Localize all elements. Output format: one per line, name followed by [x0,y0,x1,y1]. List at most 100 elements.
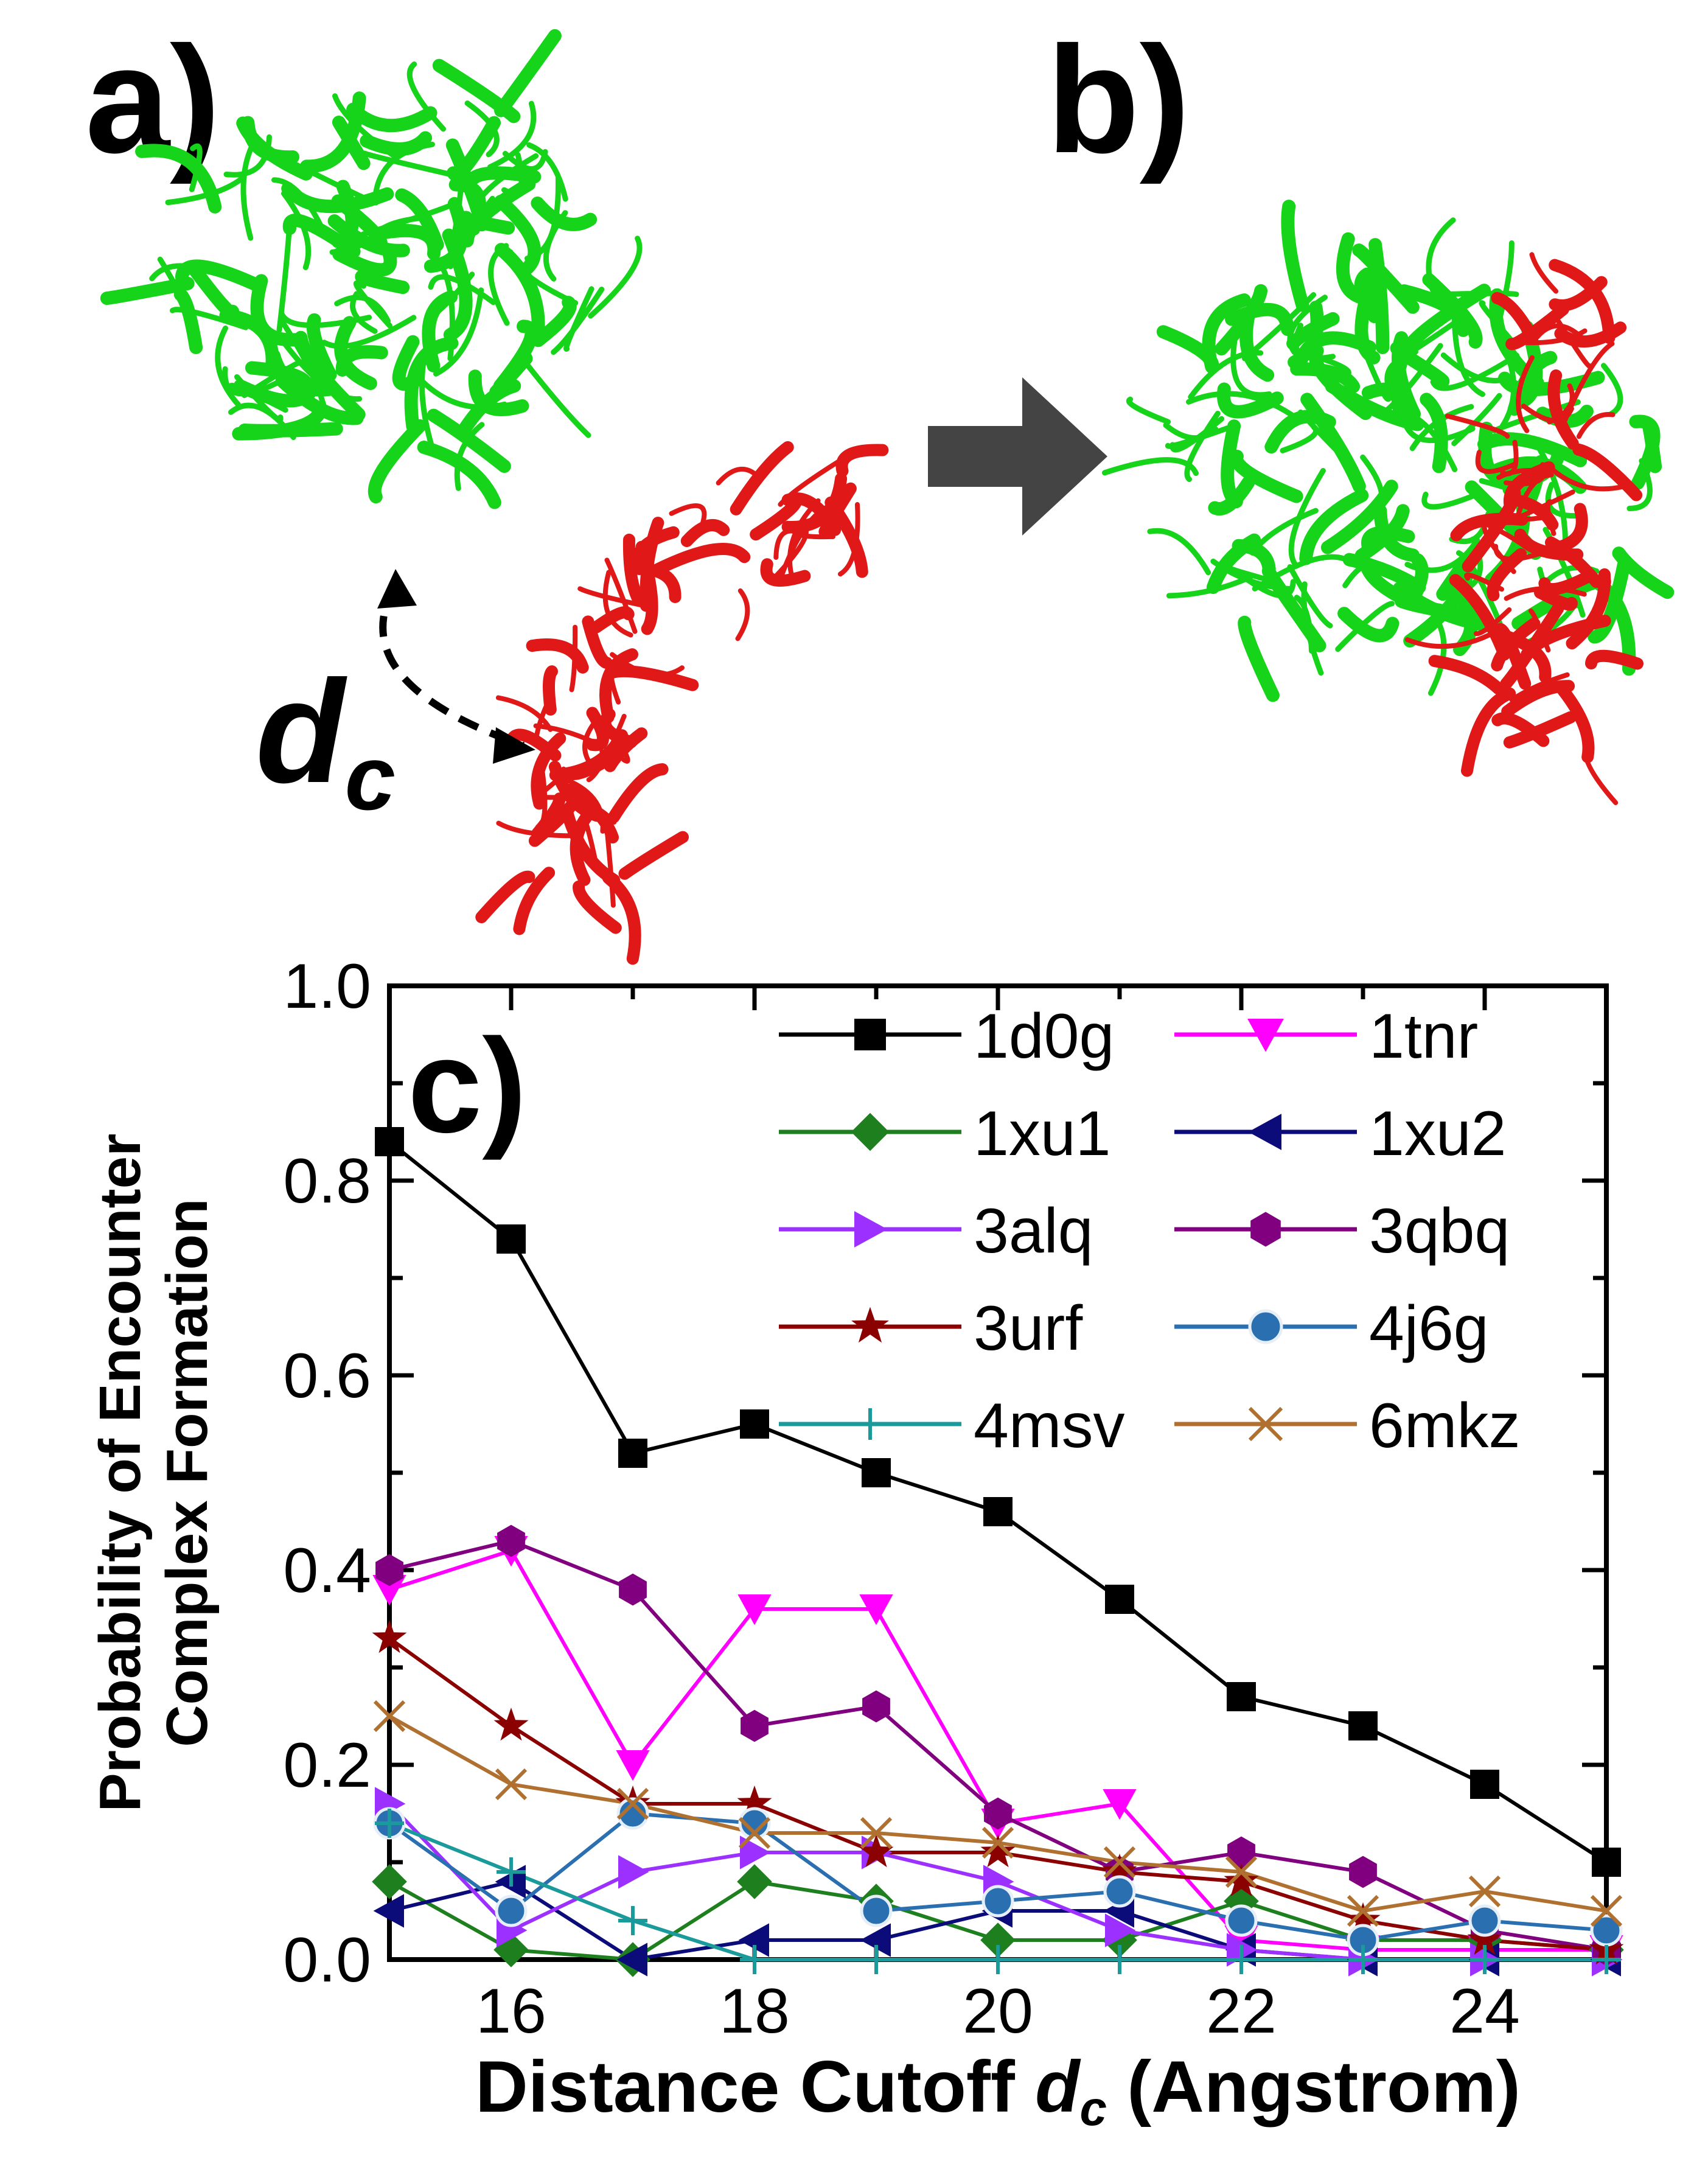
data-point-3alq [1105,1913,1136,1947]
ligand-a-ribbon [835,444,889,477]
data-point-3urf [1102,1854,1137,1887]
data-point-1d0g [1592,1848,1621,1877]
receptor-a-ribbon [487,100,537,170]
receptor-a-ribbon [306,313,337,382]
receptor-a-ribbon [418,377,507,410]
receptor-a-ribbon [321,315,417,349]
receptor-b-ribbon [1499,343,1517,430]
ligand-b-ribbon [1428,655,1505,695]
ligand-b-ribbon [1576,412,1616,439]
ligand-a-ribbon [680,519,730,547]
receptor-b-ribbon [1287,564,1333,629]
data-point-1d0g [375,1127,404,1156]
receptor-b-ribbon [1361,526,1415,553]
legend-label-1d0g: 1d0g [974,1001,1114,1072]
data-point-6mkz [495,1768,528,1801]
ligand-b-ribbon [1549,466,1632,492]
data-point-6mkz [1103,1846,1136,1879]
receptor-a-ribbon [518,354,591,438]
receptor-b-ribbon [1497,371,1605,397]
ligand-b-ribbon [1509,672,1570,703]
receptor-b-ribbon [1545,481,1583,519]
receptor-a-ribbon [531,296,577,347]
receptor-b-ribbon [1536,405,1594,428]
ligand-b-ribbon [1538,571,1594,596]
receptor-b-ribbon [1391,349,1418,414]
ligand-b-ribbon [1515,472,1554,518]
receptor-a-ribbon [563,286,594,352]
data-point-6mkz [981,1826,1014,1859]
receptor-b-ribbon [1361,382,1415,411]
receptor-b-ribbon [1261,564,1326,652]
y-tick-labels: 0.0 0.2 0.4 0.6 0.8 1.0 [283,951,371,1995]
receptor-b-ribbon [1102,457,1199,477]
ligand-a-ribbon [781,492,842,536]
receptor-a-ribbon [494,29,562,117]
ligand-a-ribbon [569,624,578,693]
ligand-a-ribbon [604,557,638,634]
receptor-b-ribbon [1409,403,1474,452]
ligand-a-ribbon [650,542,751,576]
receptor-b-ribbon [1451,393,1502,447]
ligand-a-ribbon [495,695,553,732]
data-point-3qbq [984,1797,1012,1830]
y-axis-title-line1: Probability of Encounter [88,1134,153,1812]
ligand-b-ribbon [1547,383,1575,425]
data-point-3urf [372,1620,407,1653]
data-point-1xu2 [738,1923,769,1957]
receptor-b-ribbon [1163,422,1219,441]
receptor-a-ribbon [236,116,313,181]
ligand-a-ribbon [618,831,689,880]
data-point-4j6g [981,1885,1014,1918]
data-point-4j6g [738,1807,771,1840]
receptor-b-ribbon [1280,424,1319,453]
data-point-1tnr [616,1750,650,1781]
receptor-a-ribbon [588,236,643,319]
receptor-b-ribbon [1373,504,1420,562]
ligand-a-ribbon [631,526,680,575]
data-point-6mkz [1225,1856,1258,1888]
receptor-a-ribbon [361,150,457,178]
legend-marker-1d0g [854,1019,886,1050]
data-point-4msv [1592,1945,1621,1974]
data-point-1tnr [1103,1789,1137,1820]
data-point-3qbq [375,1554,403,1587]
data-point-3urf [1345,1902,1381,1936]
data-point-1xu1 [737,1864,772,1899]
legend-marker-4j6g [1248,1309,1283,1344]
ligand-a-ribbon [599,648,638,724]
receptor-a-ribbon [432,58,521,124]
receptor-b-ribbon [1169,416,1225,453]
data-point-3qbq [1349,1856,1377,1888]
data-point-4j6g [860,1894,893,1927]
x-tick-labels: 16 18 20 22 24 [476,1976,1520,2047]
data-point-3urf [980,1834,1016,1868]
ligand-b-ribbon [1529,252,1559,294]
receptor-b-ribbon [1368,238,1390,354]
receptor-b-ribbon [1406,553,1429,607]
receptor-b-ribbon [1299,489,1369,565]
receptor-b-ribbon [1426,217,1456,293]
data-point-4msv [1348,1945,1378,1974]
data-point-4msv [1470,1945,1499,1974]
receptor-b-ribbon [1286,312,1340,351]
ligand-b-ribbon [1503,711,1577,749]
ligand-a-ribbon [579,809,598,862]
receptor-a-ribbon [100,276,195,305]
ligand-b-ribbon [1500,439,1519,477]
ligand-b-ribbon [1516,355,1535,433]
ligand-b-ribbon [1528,608,1551,653]
data-point-4msv [740,1945,769,1974]
data-point-4msv [983,1945,1013,1974]
receptor-b-ribbon [1392,408,1458,472]
ligand-b-ribbon [1509,514,1552,522]
data-point-3alq [618,1855,649,1889]
receptor-a-ribbon [433,287,484,377]
receptor-b-ribbon [1612,546,1675,599]
receptor-b-ribbon [1300,393,1366,493]
receptor-b-ribbon [1126,396,1171,425]
receptor-a-ribbon [507,249,579,306]
receptor-b-ribbon [1186,391,1294,417]
data-point-1tnr [737,1594,772,1625]
y-tick-label: 0.8 [283,1146,371,1217]
